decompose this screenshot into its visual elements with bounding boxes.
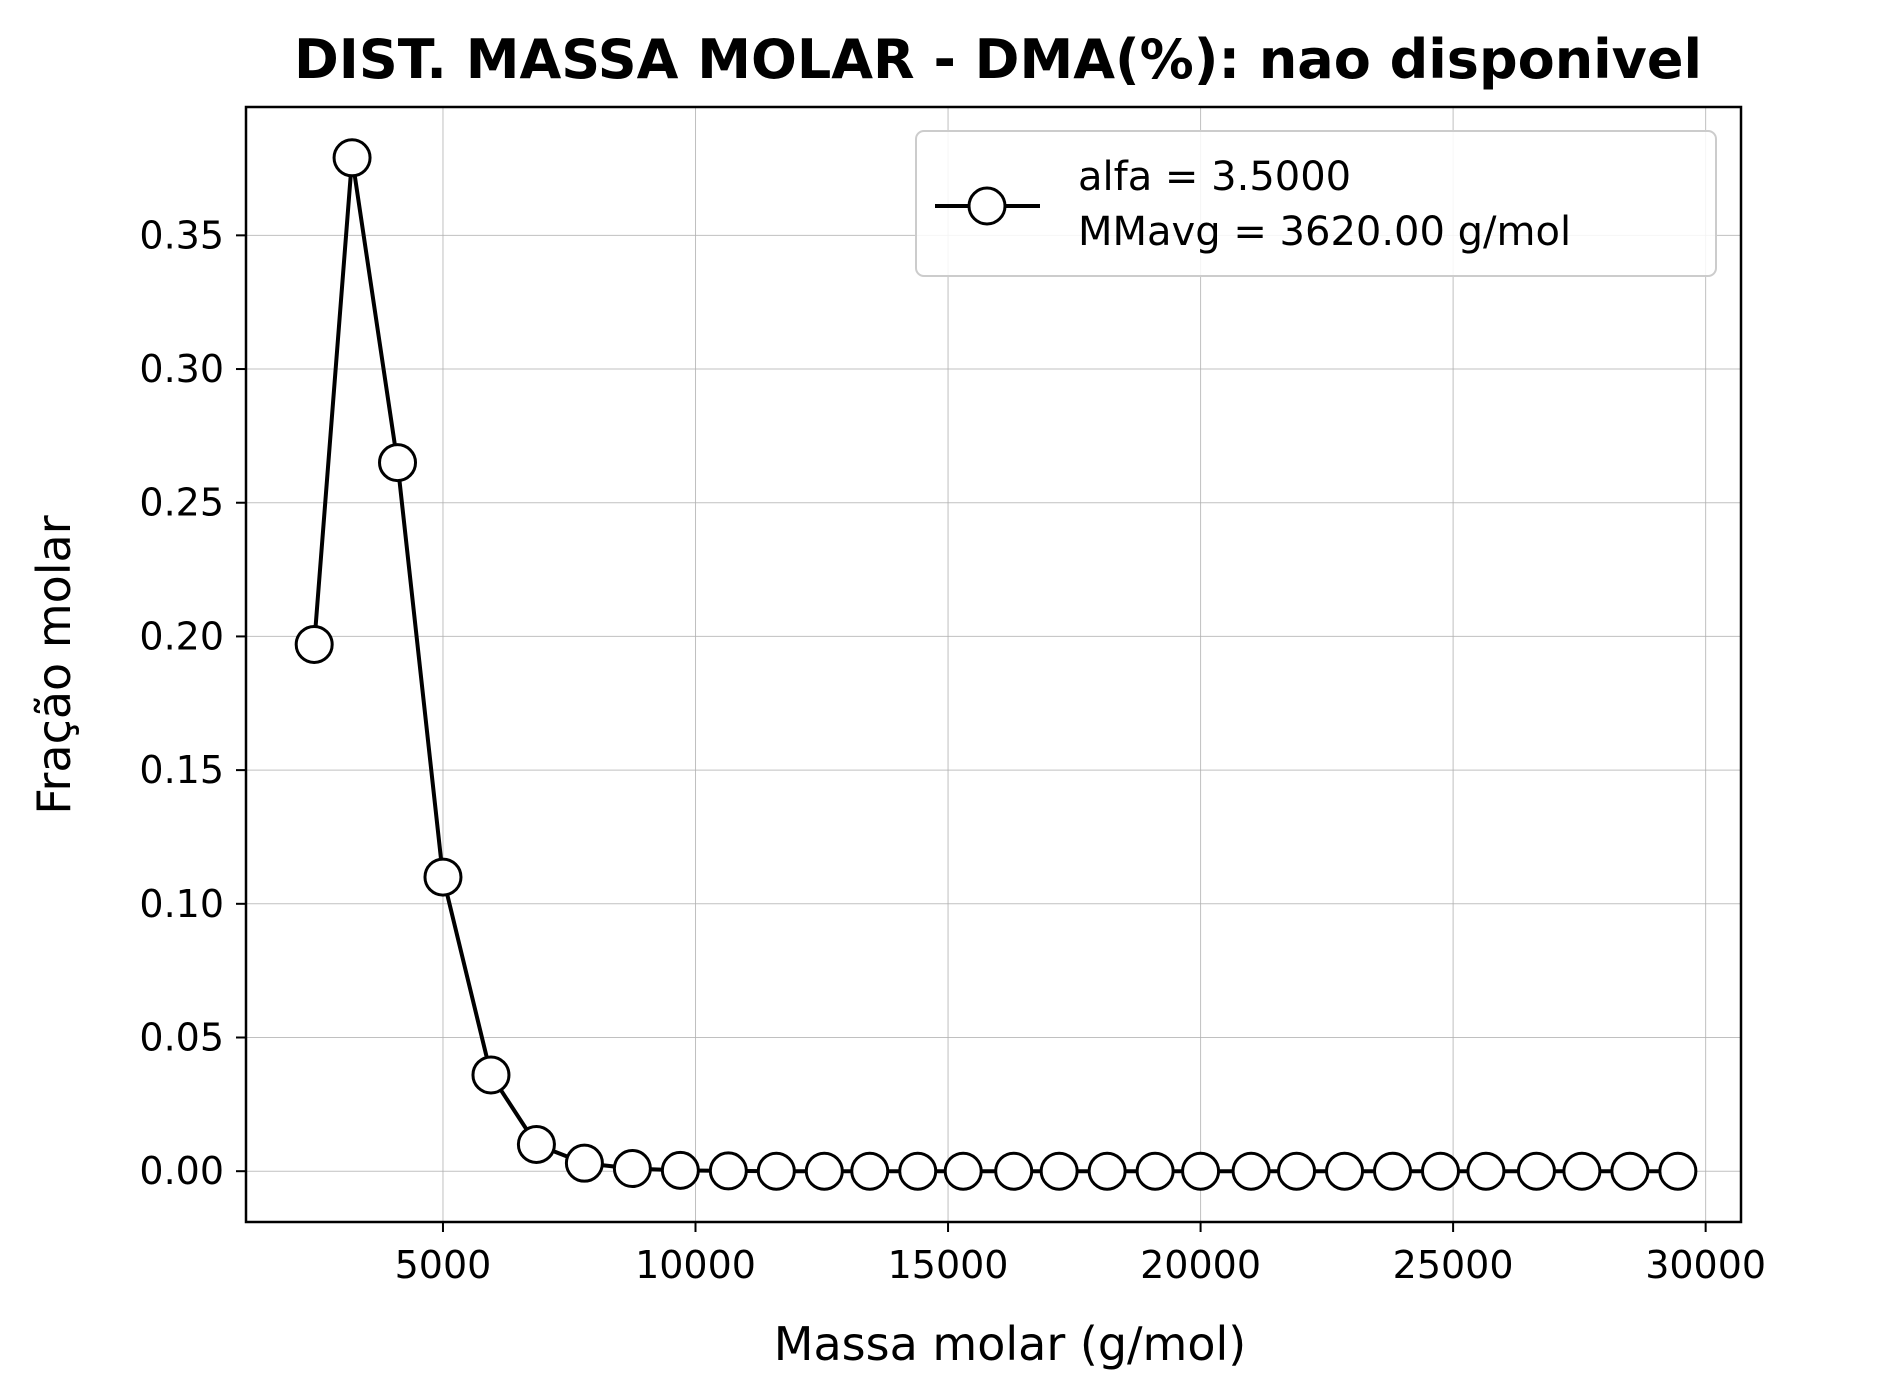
data-point — [1135, 1151, 1175, 1191]
data-point — [1516, 1151, 1556, 1191]
data-point — [332, 138, 372, 178]
data-point — [1373, 1151, 1413, 1191]
legend-marker-sample — [967, 186, 1007, 226]
data-point — [1039, 1151, 1079, 1191]
data-point — [612, 1149, 652, 1189]
y-axis-ticks: 0.00 0.05 0.10 0.15 0.20 0.25 0.30 0.35 — [139, 213, 246, 1193]
y-axis-label: Fração molar — [27, 515, 81, 814]
data-point — [516, 1124, 556, 1164]
x-tick-label: 10000 — [635, 1243, 756, 1287]
x-axis-ticks: 5000 10000 15000 20000 25000 30000 — [395, 1222, 1766, 1287]
plot-frame — [244, 105, 1743, 1224]
data-point — [756, 1151, 796, 1191]
data-point — [1087, 1151, 1127, 1191]
data-point — [1466, 1151, 1506, 1191]
data-point — [294, 624, 334, 664]
data-point — [898, 1151, 938, 1191]
legend-label-line-1: alfa = 3.5000 — [1078, 154, 1351, 200]
data-point — [1325, 1151, 1365, 1191]
data-point — [1181, 1151, 1221, 1191]
y-tick-label: 0.20 — [139, 614, 224, 658]
data-point — [423, 857, 463, 897]
data-point — [1231, 1151, 1271, 1191]
x-tick-label: 20000 — [1140, 1243, 1261, 1287]
y-tick-label: 0.10 — [139, 882, 224, 926]
x-tick-label: 15000 — [888, 1243, 1009, 1287]
marker-group — [294, 138, 1698, 1191]
y-tick-label: 0.35 — [139, 213, 224, 257]
data-point — [994, 1151, 1034, 1191]
data-point — [850, 1151, 890, 1191]
data-point — [708, 1151, 748, 1191]
legend-label-line-2: MMavg = 3620.00 g/mol — [1078, 209, 1571, 255]
x-tick-label: 5000 — [395, 1243, 492, 1287]
data-point — [1420, 1151, 1460, 1191]
y-tick-label: 0.25 — [139, 481, 224, 525]
data-point — [1277, 1151, 1317, 1191]
data-point — [943, 1151, 983, 1191]
x-tick-label: 30000 — [1645, 1243, 1766, 1287]
x-axis-label: Massa molar (g/mol) — [774, 1317, 1246, 1371]
data-point — [564, 1143, 604, 1183]
data-point — [1658, 1151, 1698, 1191]
x-tick-label: 25000 — [1393, 1243, 1514, 1287]
y-tick-label: 0.00 — [139, 1149, 224, 1193]
legend-box — [915, 130, 1717, 277]
data-point — [471, 1055, 511, 1095]
data-point — [660, 1150, 700, 1190]
legend: alfa = 3.5000 MMavg = 3620.00 g/mol — [915, 130, 1717, 277]
data-point — [1610, 1151, 1650, 1191]
data-point — [378, 443, 418, 483]
y-tick-label: 0.15 — [139, 748, 224, 792]
chart-title: DIST. MASSA MOLAR - DMA(%): nao disponiv… — [294, 28, 1702, 91]
data-point — [1562, 1151, 1602, 1191]
y-tick-label: 0.05 — [139, 1016, 224, 1060]
data-point — [804, 1151, 844, 1191]
y-tick-label: 0.30 — [139, 347, 224, 391]
